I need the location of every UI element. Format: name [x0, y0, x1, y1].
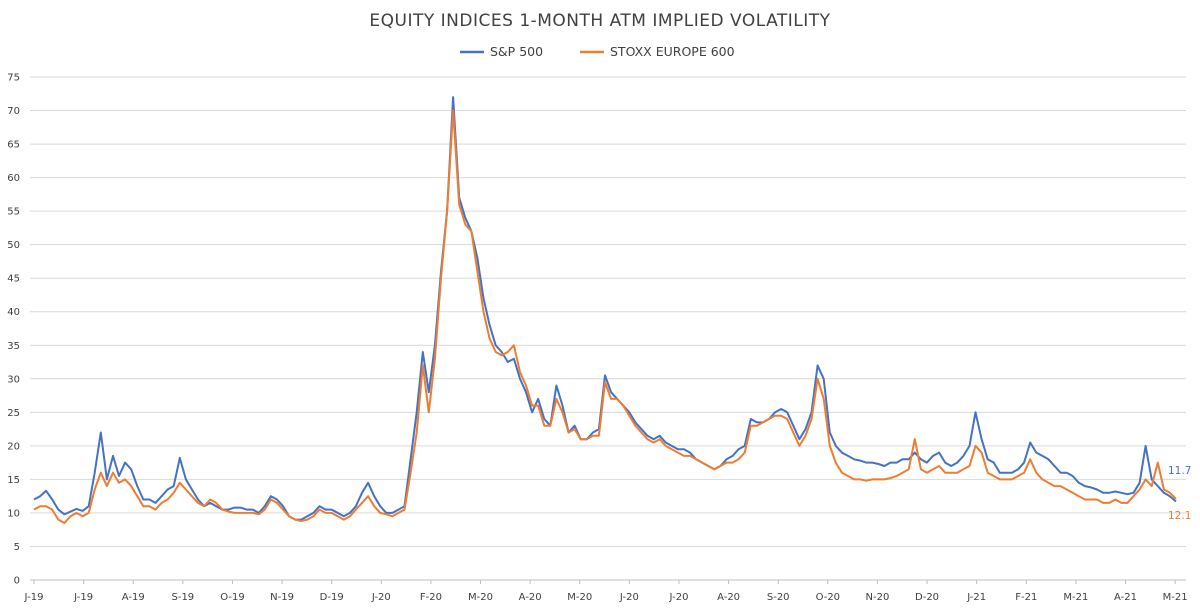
end-label-stoxx600: 12.1 [1168, 510, 1191, 522]
end-label-sp500: 11.7 [1168, 465, 1191, 477]
x-tick-label: A-20 [717, 592, 740, 603]
y-tick-label: 70 [7, 106, 20, 117]
x-tick-label: M-21 [1063, 592, 1088, 603]
y-axis-ticks: 0 5 10 15 20 25 30 35 40 45 50 55 60 65 70 75 [7, 73, 20, 587]
legend-label-stoxx600: STOXX EUROPE 600 [610, 44, 735, 59]
x-tick-label: A-21 [1114, 592, 1137, 603]
x-tick-label: M-20 [468, 592, 493, 603]
x-tick-label: N-19 [270, 592, 294, 603]
chart-title: EQUITY INDICES 1-MONTH ATM IMPLIED VOLAT… [369, 11, 830, 31]
y-tick-label: 10 [7, 508, 20, 519]
x-tick-label: F-20 [420, 592, 442, 603]
y-tick-label: 65 [7, 140, 20, 151]
x-tick-label: O-19 [220, 592, 244, 603]
gridlines [30, 76, 1186, 581]
y-tick-label: 55 [7, 207, 20, 218]
x-tick-label: A-20 [519, 592, 542, 603]
y-tick-label: 40 [7, 307, 20, 318]
x-tick-label: S-19 [171, 592, 194, 603]
y-tick-label: 20 [7, 441, 20, 452]
y-tick-label: 75 [7, 73, 20, 84]
y-tick-label: 50 [7, 240, 20, 251]
y-tick-label: 5 [14, 542, 20, 553]
series-line-sp500 [33, 96, 1177, 521]
y-tick-label: 0 [14, 576, 20, 587]
x-tick-label: D-20 [915, 592, 939, 603]
y-tick-label: 15 [7, 475, 20, 486]
x-tick-label: J-19 [73, 592, 93, 603]
y-tick-label: 30 [7, 374, 20, 385]
x-tick-label: N-20 [866, 592, 890, 603]
series-lines [33, 96, 1177, 524]
y-tick-label: 35 [7, 341, 20, 352]
x-tick-label: J-19 [24, 592, 44, 603]
y-tick-label: 45 [7, 274, 20, 285]
x-axis-ticks: J-19 J-19 A-19 S-19 O-19 N-19 D-19 J-20 F-20 M-20… [24, 580, 1188, 603]
x-tick-label: J-20 [371, 592, 391, 603]
x-tick-label: M-20 [567, 592, 592, 603]
x-tick-label: M-21 [1163, 592, 1188, 603]
y-tick-label: 25 [7, 408, 20, 419]
y-tick-label: 60 [7, 173, 20, 184]
x-tick-label: J-20 [669, 592, 689, 603]
series-line-stoxx600 [33, 109, 1177, 524]
x-tick-label: D-19 [320, 592, 344, 603]
x-tick-label: A-19 [122, 592, 145, 603]
x-tick-label: O-20 [816, 592, 840, 603]
x-tick-label: J-21 [966, 592, 986, 603]
legend-label-sp500: S&P 500 [490, 44, 543, 59]
x-tick-label: F-21 [1015, 592, 1037, 603]
x-tick-label: J-20 [619, 592, 639, 603]
x-tick-label: S-20 [767, 592, 790, 603]
legend: S&P 500 STOXX EUROPE 600 [460, 44, 735, 59]
